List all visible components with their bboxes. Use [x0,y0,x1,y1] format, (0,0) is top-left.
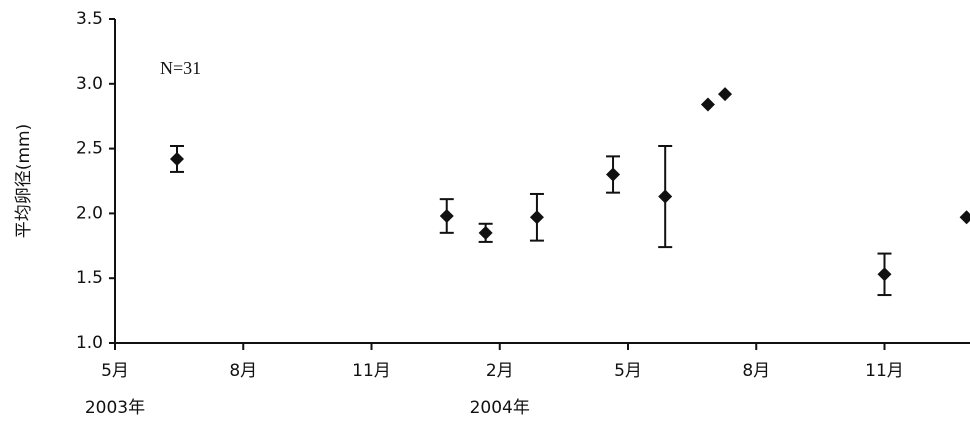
point [700,97,715,112]
x-tick-label: 8月 [742,361,770,381]
y-tick-label: 3.5 [76,9,103,29]
point [169,151,184,166]
point [877,267,892,282]
y-tick-label: 2.5 [76,139,103,159]
y-tick-label: 1.0 [76,333,103,353]
x-tick-label: 2月 [486,361,514,381]
point [439,208,454,223]
point [529,210,544,225]
y-axis-label: 平均卵径(mm) [14,124,34,238]
x-tick-label: 11月 [352,361,391,381]
year-label: 2003年 [85,398,145,418]
y-tick-label: 1.5 [76,268,103,288]
point [718,87,733,102]
year-label: 2004年 [470,398,530,418]
point [606,167,621,182]
x-tick-label: 5月 [614,361,642,381]
point [478,225,493,240]
annotation: N=31 [160,58,201,78]
x-tick-label: 5月 [101,361,129,381]
y-tick-label: 3.0 [76,74,103,94]
point [658,189,673,204]
point [959,210,970,225]
x-tick-label: 8月 [229,361,257,381]
y-tick-label: 2.0 [76,203,103,223]
x-tick-label: 11月 [865,361,904,381]
